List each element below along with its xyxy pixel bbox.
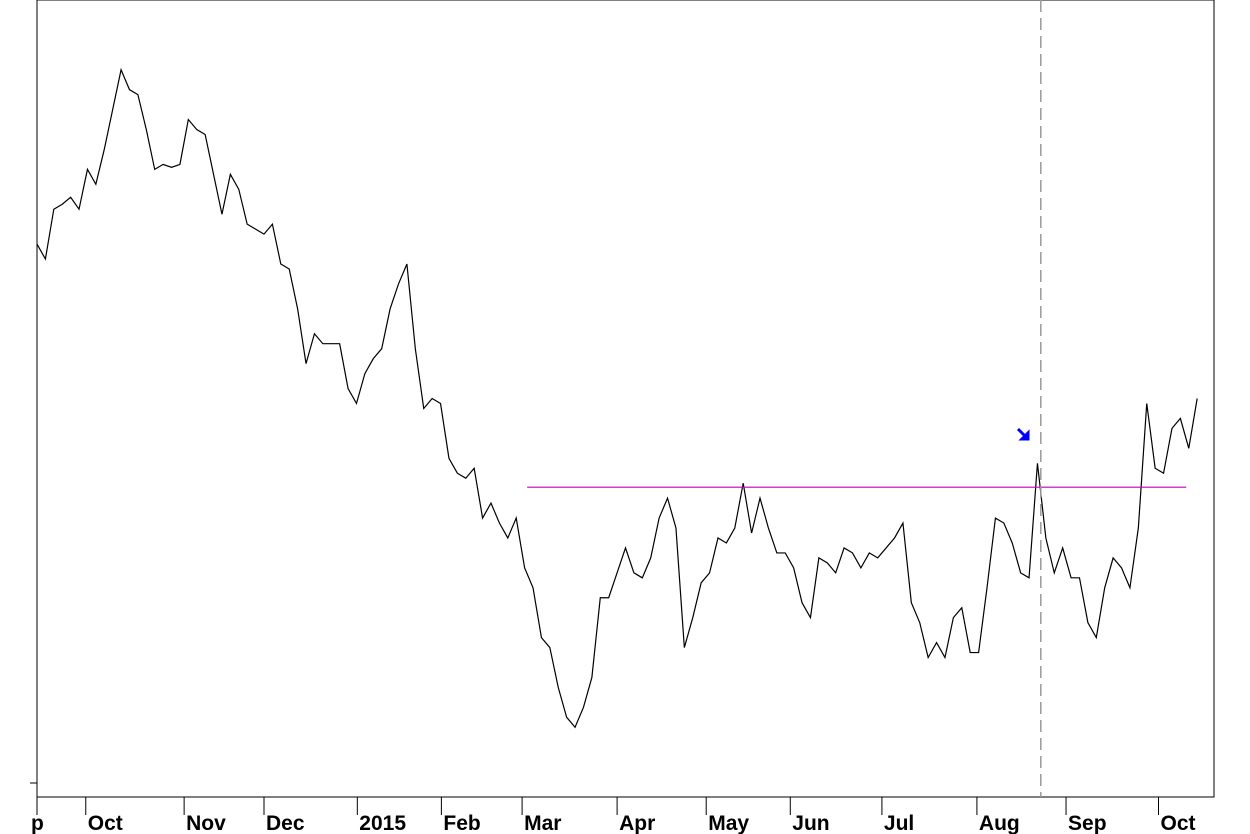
x-tick-label: Sep	[1068, 812, 1107, 834]
x-tick-label: Jul	[884, 812, 914, 834]
x-tick-label: Nov	[186, 812, 226, 834]
x-tick-label: Oct	[1161, 812, 1196, 834]
x-tick-label: Aug	[979, 812, 1020, 834]
x-tick-label: p	[31, 812, 44, 834]
plot-frame	[36, 0, 1215, 798]
x-tick-label: 2015	[359, 812, 406, 834]
x-tick-label: Mar	[524, 812, 561, 834]
x-tick-label: Oct	[88, 812, 123, 834]
x-tick-label: Apr	[619, 812, 655, 834]
x-tick-label: Feb	[443, 812, 480, 834]
x-tick-label: Dec	[266, 812, 305, 834]
signal-arrow	[1016, 427, 1030, 441]
price-line	[36, 67, 1198, 729]
x-tick-label: Jun	[792, 812, 829, 834]
x-tick-label: May	[708, 812, 749, 834]
